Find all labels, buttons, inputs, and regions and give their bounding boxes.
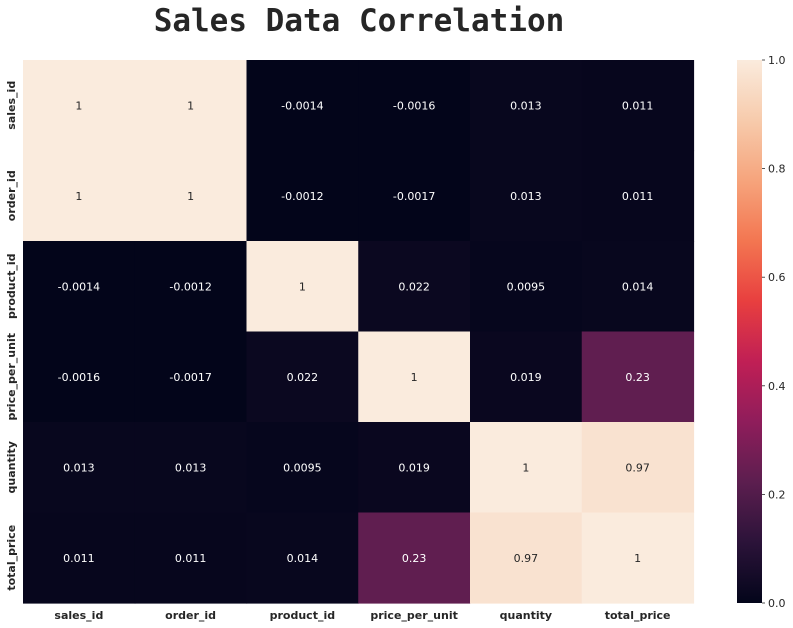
heatmap-cell-order_id-sales_id	[23, 150, 136, 242]
heatmap-cell-total_price-quantity	[470, 512, 583, 604]
cell-value-label: -0.0012	[169, 280, 211, 293]
heatmap-cell-total_price-sales_id	[23, 512, 136, 604]
x-axis-tick-labels: sales_id order_id product_id price_per_unit…	[54, 609, 670, 622]
y-tick-label-quantity: quantity	[5, 441, 18, 493]
cell-value-label: 0.011	[175, 552, 207, 565]
x-tick-label-order_id: order_id	[165, 609, 216, 622]
colorbar-tick-label: 1.0	[768, 54, 786, 67]
heatmap-cell-sales_id-quantity	[470, 60, 583, 152]
cell-value-label: 1	[187, 99, 194, 112]
y-axis-tick-labels: sales_id order_id product_id price_per_unit…	[5, 81, 18, 591]
heatmap-cell-price_per_unit-product_id	[246, 331, 359, 423]
heatmap-cell-quantity-quantity	[470, 422, 583, 514]
cell-value-label: 0.013	[510, 190, 542, 203]
y-tick-label-sales_id: sales_id	[5, 81, 18, 130]
heatmap-cells	[23, 60, 695, 604]
heatmap-cell-total_price-price_per_unit	[358, 512, 471, 604]
cell-value-label: 0.97	[625, 461, 650, 474]
cell-value-label: 1	[522, 461, 529, 474]
heatmap-annotations: 1 1 -0.0014 -0.0016 0.013 0.011 1 1 -0.0012 -0.00…	[58, 99, 654, 565]
cell-value-label: 1	[187, 190, 194, 203]
heatmap-cell-order_id-total_price	[581, 150, 695, 242]
cell-value-label: -0.0014	[58, 280, 100, 293]
colorbar-tick-label: 0.8	[768, 163, 786, 176]
colorbar-tick-label: 0.2	[768, 488, 786, 501]
heatmap-cell-order_id-product_id	[246, 150, 359, 242]
cell-value-label: 0.022	[287, 371, 319, 384]
cell-value-label: 0.022	[398, 280, 430, 293]
x-tick-label-total_price: total_price	[605, 609, 671, 622]
cell-value-label: 0.013	[175, 461, 207, 474]
y-tick-label-order_id: order_id	[5, 170, 18, 221]
heatmap-cell-total_price-total_price	[581, 512, 695, 604]
heatmap-cell-order_id-order_id	[134, 150, 248, 242]
heatmap-cell-sales_id-order_id	[134, 60, 248, 152]
x-tick-label-quantity: quantity	[500, 609, 552, 622]
colorbar-tick-label: 0.4	[768, 380, 786, 393]
chart-title: Sales Data Correlation	[154, 3, 565, 39]
heatmap-cell-price_per_unit-quantity	[470, 331, 583, 423]
heatmap-cell-price_per_unit-total_price	[581, 331, 695, 423]
heatmap-cell-quantity-order_id	[134, 422, 248, 514]
heatmap-cell-quantity-product_id	[246, 422, 359, 514]
cell-value-label: 0.23	[402, 552, 427, 565]
heatmap-cell-sales_id-product_id	[246, 60, 359, 152]
heatmap-cell-sales_id-price_per_unit	[358, 60, 471, 152]
cell-value-label: 0.011	[622, 190, 654, 203]
colorbar-tick-label: 0.0	[768, 597, 786, 610]
cell-value-label: -0.0014	[281, 99, 323, 112]
colorbar-tick-label: 0.6	[768, 271, 786, 284]
heatmap-cell-price_per_unit-sales_id	[23, 331, 136, 423]
cell-value-label: 0.014	[287, 552, 319, 565]
cell-value-label: -0.0017	[393, 190, 435, 203]
cell-value-label: 0.019	[398, 461, 430, 474]
cell-value-label: 0.011	[622, 99, 654, 112]
cell-value-label: 1	[299, 280, 306, 293]
cell-value-label: 0.23	[625, 371, 650, 384]
cell-value-label: 0.0095	[507, 280, 546, 293]
y-tick-label-product_id: product_id	[5, 254, 18, 319]
heatmap-cell-product_id-sales_id	[23, 241, 136, 333]
colorbar: 0.0 0.2 0.4 0.6 0.8 1.0	[737, 54, 786, 610]
x-tick-label-sales_id: sales_id	[54, 609, 103, 622]
x-tick-label-product_id: product_id	[270, 609, 335, 622]
heatmap-cell-quantity-sales_id	[23, 422, 136, 514]
cell-value-label: 0.011	[63, 552, 95, 565]
cell-value-label: 1	[634, 552, 641, 565]
heatmap-cell-product_id-product_id	[246, 241, 359, 333]
colorbar-gradient	[737, 60, 762, 603]
cell-value-label: 0.0095	[283, 461, 322, 474]
cell-value-label: -0.0016	[58, 371, 100, 384]
x-tick-label-price_per_unit: price_per_unit	[370, 609, 458, 622]
y-tick-label-price_per_unit: price_per_unit	[5, 333, 18, 421]
cell-value-label: 0.97	[514, 552, 539, 565]
cell-value-label: 1	[75, 99, 82, 112]
heatmap-cell-price_per_unit-price_per_unit	[358, 331, 471, 423]
heatmap-cell-price_per_unit-order_id	[134, 331, 248, 423]
cell-value-label: -0.0012	[281, 190, 323, 203]
cell-value-label: -0.0016	[393, 99, 435, 112]
heatmap-cell-total_price-product_id	[246, 512, 359, 604]
y-tick-label-total_price: total_price	[5, 525, 18, 591]
heatmap-cell-product_id-order_id	[134, 241, 248, 333]
heatmap-cell-sales_id-total_price	[581, 60, 695, 152]
heatmap-cell-product_id-quantity	[470, 241, 583, 333]
cell-value-label: 1	[411, 371, 418, 384]
heatmap-cell-order_id-quantity	[470, 150, 583, 242]
heatmap-cell-sales_id-sales_id	[23, 60, 136, 152]
heatmap-cell-quantity-total_price	[581, 422, 695, 514]
heatmap-cell-quantity-price_per_unit	[358, 422, 471, 514]
cell-value-label: 0.013	[510, 99, 542, 112]
heatmap-cell-product_id-total_price	[581, 241, 695, 333]
heatmap-cell-product_id-price_per_unit	[358, 241, 471, 333]
cell-value-label: 1	[75, 190, 82, 203]
cell-value-label: 0.014	[622, 280, 654, 293]
cell-value-label: 0.019	[510, 371, 542, 384]
cell-value-label: -0.0017	[169, 371, 211, 384]
cell-value-label: 0.013	[63, 461, 95, 474]
heatmap-cell-order_id-price_per_unit	[358, 150, 471, 242]
heatmap-cell-total_price-order_id	[134, 512, 248, 604]
